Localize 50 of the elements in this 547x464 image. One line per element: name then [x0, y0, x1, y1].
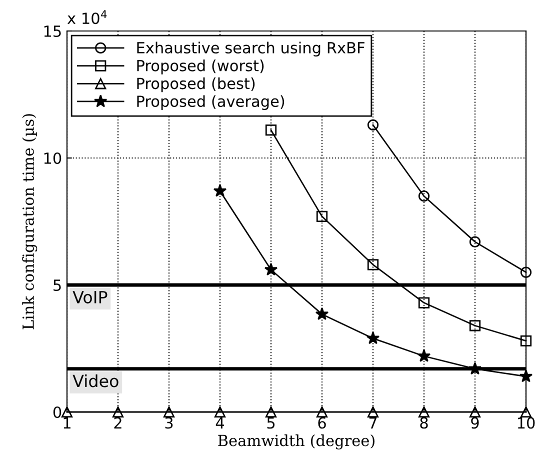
legend-label: Proposed (worst): [137, 60, 264, 74]
x-tick-label: 2: [114, 417, 122, 428]
y-tick-label: 10: [44, 152, 62, 164]
ref-line-label: VoIP: [72, 291, 108, 304]
text: x 10$^{4}$: [67, 10, 107, 24]
point: [468, 362, 482, 375]
x-tick-label: 7: [369, 417, 377, 428]
legend-label: Exhaustive search using RxBF: [137, 42, 364, 56]
point: [265, 124, 277, 136]
point: [519, 369, 533, 382]
x-tick-label: 10: [518, 417, 535, 429]
point: [214, 406, 226, 418]
point: [469, 320, 481, 332]
point: [469, 406, 481, 418]
legend-label: Proposed (best): [137, 77, 255, 92]
x-tick-label: 5: [267, 417, 275, 429]
point: [316, 406, 328, 418]
point: [418, 406, 430, 418]
point: [469, 236, 481, 248]
point: [418, 190, 430, 202]
x-tick-label: 9: [471, 417, 479, 429]
point: [520, 335, 532, 346]
y-axis-title: Link configuration time (µs): [22, 114, 38, 330]
x-tick-label: 1: [64, 417, 70, 428]
point: [367, 259, 379, 270]
x-tick-label: 3: [165, 417, 173, 429]
point: [213, 184, 227, 197]
point: [316, 210, 328, 222]
point: [366, 331, 380, 344]
point: [61, 406, 73, 418]
point: [367, 119, 379, 131]
y-tick-label: 5: [54, 280, 61, 292]
point: [520, 266, 532, 278]
x-tick-label: 4: [216, 417, 224, 428]
point: [264, 262, 278, 276]
point: [163, 406, 175, 418]
x-tick-label: 8: [420, 417, 428, 429]
point: [315, 307, 329, 320]
point: [265, 406, 277, 418]
x-axis-title: Beamwidth (degree): [218, 434, 374, 450]
point: [367, 406, 379, 418]
point: [112, 406, 124, 418]
y-tick-label: 0: [53, 406, 62, 418]
y-tick-label: 15: [44, 26, 61, 38]
x-tick-label: 6: [318, 417, 326, 429]
point: [418, 297, 430, 308]
point: [417, 349, 431, 362]
ref-line-label: Video: [72, 374, 118, 388]
point: [520, 406, 532, 418]
legend-label: Proposed (average): [137, 95, 284, 110]
